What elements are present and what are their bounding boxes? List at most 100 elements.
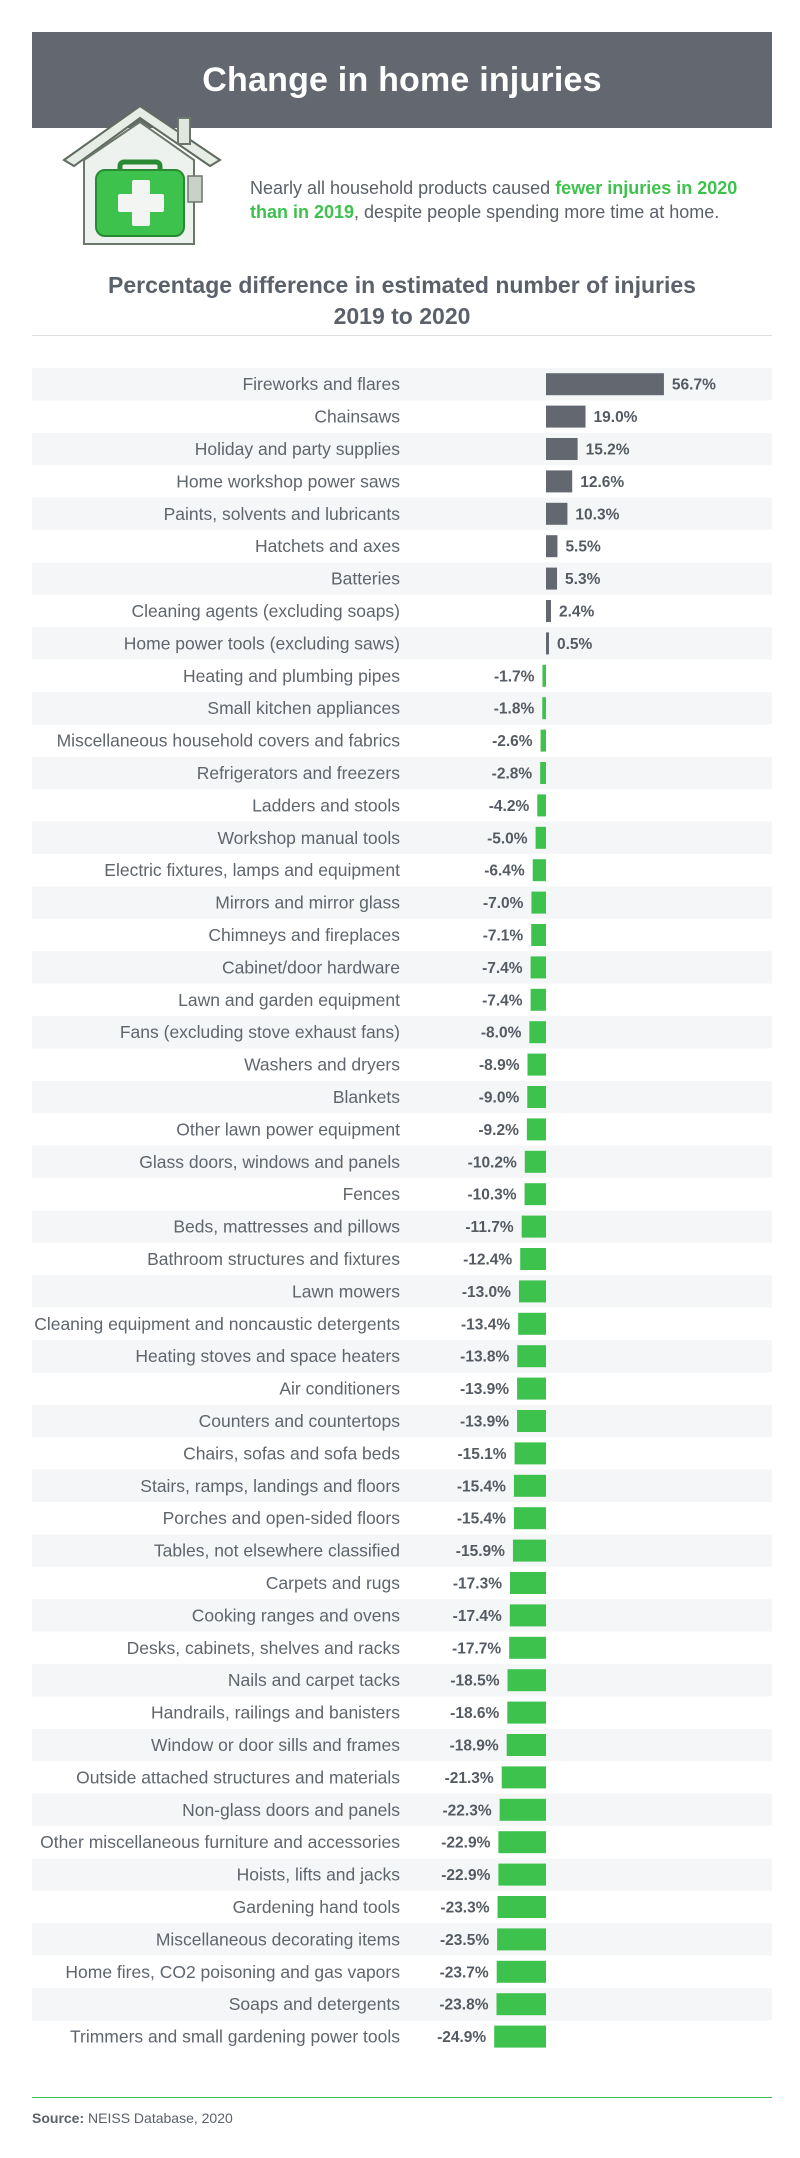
category-label: Hoists, lifts and jacks — [237, 1865, 401, 1885]
row-stripe — [32, 562, 772, 595]
row-stripe — [32, 951, 772, 984]
category-label: Blankets — [333, 1087, 400, 1107]
category-label: Chimneys and fireplaces — [208, 925, 400, 945]
value-label: -17.7% — [452, 1640, 501, 1657]
value-label: -23.8% — [439, 1997, 488, 2014]
value-label: -7.4% — [482, 960, 523, 977]
bar — [517, 1410, 546, 1432]
row-stripe — [32, 627, 772, 660]
category-label: Holiday and party supplies — [195, 439, 401, 459]
bar — [546, 470, 573, 493]
category-label: Heating and plumbing pipes — [183, 666, 400, 686]
intro-highlight: fewer injuries in 2020 than in 2019 — [250, 178, 738, 222]
value-label: -13.0% — [462, 1284, 511, 1301]
bar — [524, 1150, 546, 1173]
value-label: -11.7% — [465, 1219, 513, 1236]
row-stripe — [32, 1210, 772, 1243]
category-label: Desks, cabinets, shelves and racks — [127, 1638, 401, 1658]
bar — [521, 1215, 546, 1238]
category-label: Soaps and detergents — [229, 1994, 400, 2014]
row-stripe — [32, 1080, 772, 1114]
value-label: -8.9% — [479, 1057, 520, 1074]
value-label: -17.4% — [453, 1608, 502, 1625]
row-stripe — [32, 886, 772, 919]
bar — [546, 373, 664, 396]
row-stripe — [32, 1664, 772, 1697]
value-label: -6.4% — [484, 863, 525, 880]
category-label: Air conditioners — [279, 1379, 400, 1399]
intro-text: Nearly all household products caused few… — [250, 176, 780, 224]
bar-chart: Fireworks and flares 56.7% Chainsaws 19.0% H… — [32, 368, 772, 2048]
bar — [535, 826, 546, 849]
category-label: Cleaning equipment and noncaustic deterg… — [34, 1314, 400, 1334]
value-label: -18.9% — [450, 1738, 499, 1755]
value-label: -9.0% — [479, 1090, 520, 1107]
bar — [542, 664, 546, 687]
category-label: Gardening hand tools — [233, 1897, 401, 1917]
bar — [509, 1636, 546, 1659]
value-label: -21.3% — [445, 1770, 494, 1787]
bar — [498, 1863, 546, 1886]
value-label: -10.3% — [467, 1187, 516, 1204]
bar — [546, 567, 558, 590]
category-label: Other miscellaneous furniture and access… — [40, 1832, 400, 1852]
row-stripe — [32, 1858, 772, 1891]
value-label: -7.4% — [482, 992, 523, 1009]
bar — [518, 1280, 546, 1303]
value-label: -13.9% — [460, 1414, 509, 1431]
title-divider — [32, 335, 772, 336]
row-stripe — [32, 1275, 772, 1308]
bar — [513, 1507, 546, 1530]
category-label: Workshop manual tools — [217, 828, 400, 848]
category-label: Lawn and garden equipment — [178, 990, 400, 1010]
bar — [546, 535, 558, 558]
category-label: Electric fixtures, lamps and equipment — [104, 860, 400, 880]
category-label: Miscellaneous household covers and fabri… — [57, 731, 401, 751]
bar — [496, 1960, 546, 1983]
row-stripe — [32, 432, 772, 466]
category-label: Chainsaws — [314, 407, 400, 427]
value-label: -7.1% — [483, 928, 524, 945]
bar — [546, 438, 578, 460]
category-label: Bathroom structures and fixtures — [147, 1249, 400, 1269]
value-label: -13.8% — [460, 1349, 509, 1366]
value-label: -2.8% — [492, 766, 533, 783]
row-stripe — [32, 1469, 772, 1502]
value-label: 15.2% — [586, 442, 630, 459]
bar — [509, 1604, 546, 1627]
chart-title: Percentage difference in estimated numbe… — [108, 272, 696, 298]
category-label: Fences — [343, 1184, 401, 1204]
row-stripe — [32, 692, 772, 725]
bar — [546, 632, 549, 655]
source-text: NEISS Database, 2020 — [88, 2110, 233, 2126]
bar — [546, 405, 586, 428]
source-note: Source: NEISS Database, 2020 — [32, 2110, 233, 2126]
bar — [520, 1248, 546, 1270]
bar — [532, 859, 546, 882]
category-label: Batteries — [331, 569, 400, 589]
bar — [518, 1312, 546, 1335]
value-label: -17.3% — [453, 1576, 502, 1593]
value-label: -15.4% — [457, 1478, 506, 1495]
category-label: Heating stoves and space heaters — [135, 1346, 400, 1366]
chart-subtitle: 2019 to 2020 — [333, 303, 471, 329]
category-label: Nails and carpet tacks — [228, 1670, 400, 1690]
bar — [507, 1701, 546, 1724]
row-stripe — [32, 1923, 772, 1956]
value-label: -22.9% — [441, 1835, 490, 1852]
bar — [497, 1896, 546, 1918]
value-label: -2.6% — [492, 733, 533, 750]
category-label: Outside attached structures and material… — [76, 1767, 400, 1787]
bar — [530, 988, 546, 1011]
bar — [512, 1539, 546, 1562]
category-label: Cabinet/door hardware — [222, 957, 400, 977]
first-aid-house-icon — [62, 104, 222, 245]
value-label: -22.9% — [441, 1867, 490, 1884]
bar — [501, 1766, 546, 1789]
value-label: -24.9% — [437, 2029, 486, 2046]
intro-after: , despite people spending more time at h… — [354, 202, 720, 222]
category-label: Home fires, CO2 poisoning and gas vapors — [65, 1962, 400, 1982]
category-label: Stairs, ramps, landings and floors — [140, 1476, 400, 1496]
bar — [517, 1377, 546, 1400]
bar — [524, 1183, 546, 1206]
